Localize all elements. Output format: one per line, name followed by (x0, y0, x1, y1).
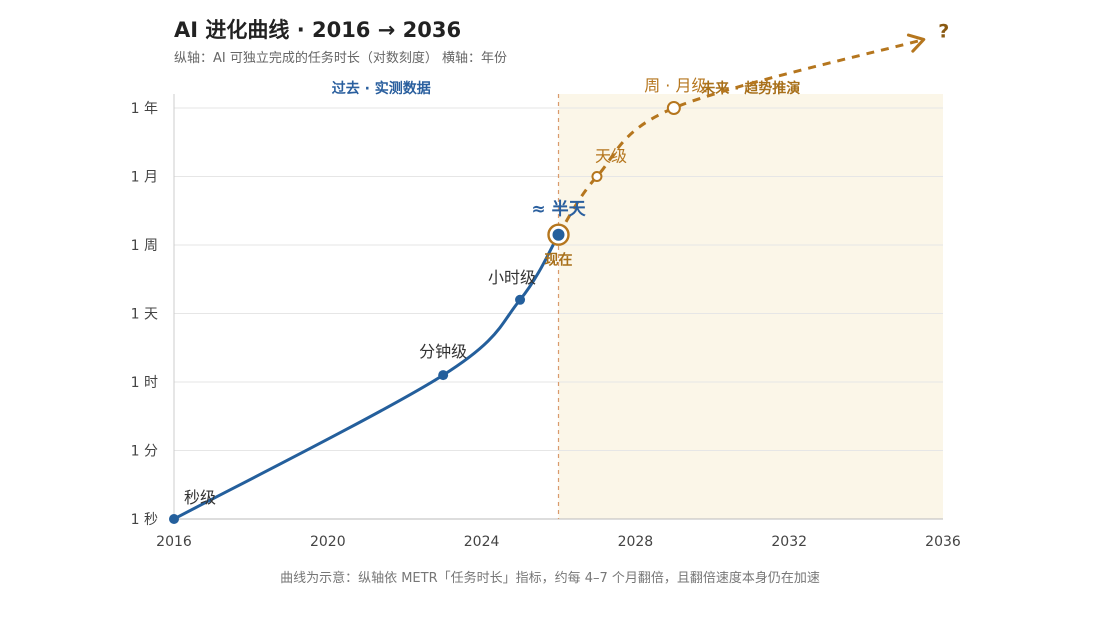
y-tick-label: 1 天 (131, 307, 158, 323)
arrow-head-icon (906, 33, 926, 53)
region-label-future: 未来 · 趋势推演 (701, 80, 800, 97)
y-tick-label: 1 月 (131, 170, 158, 186)
region-label-past: 过去 · 实测数据 (332, 80, 431, 97)
y-tick-labels: 1 秒 1 分 1 时 1 天 1 周 1 月 1 年 (131, 101, 158, 528)
data-point (591, 171, 603, 182)
y-tick-label: 1 周 (131, 238, 158, 254)
data-label: 周 · 月级 (644, 76, 707, 95)
now-label: 现在 (545, 252, 573, 269)
x-tick-labels: 2016 2020 2024 2028 2032 2036 (156, 534, 961, 550)
future-region-background (558, 94, 943, 519)
x-tick-label: 2028 (618, 534, 654, 550)
now-marker-point (552, 228, 565, 241)
past-series-line (173, 233, 560, 521)
data-points (169, 101, 681, 524)
data-point (169, 514, 179, 524)
y-tick-label: 1 年 (131, 101, 158, 117)
x-tick-label: 2036 (925, 534, 961, 550)
y-tick-label: 1 分 (131, 444, 158, 460)
x-tick-label: 2016 (156, 534, 192, 550)
data-point (515, 294, 526, 305)
data-label: 小时级 (488, 268, 536, 287)
now-value-label: ≈ 半天 (531, 199, 586, 220)
chart-subtitle: 纵轴：AI 可独立完成的任务时长（对数刻度） 横轴：年份 (174, 51, 507, 66)
data-point (438, 370, 449, 381)
x-tick-label: 2020 (310, 534, 346, 550)
data-label-question: ? (938, 21, 949, 43)
x-tick-label: 2032 (771, 534, 807, 550)
data-point (666, 101, 681, 115)
data-label: 秒级 (184, 488, 216, 507)
chart-footnote: 曲线为示意：纵轴依 METR「任务时长」指标，约每 4–7 个月翻倍，且翻倍速度… (280, 571, 820, 586)
y-tick-label: 1 秒 (131, 512, 158, 528)
chart-title: AI 进化曲线 · 2016 → 2036 (174, 18, 462, 42)
future-series-line (557, 38, 925, 236)
data-label: 天级 (595, 147, 627, 166)
y-tick-label: 1 时 (131, 375, 158, 391)
x-tick-label: 2024 (464, 534, 500, 550)
data-label: 分钟级 (419, 342, 467, 361)
